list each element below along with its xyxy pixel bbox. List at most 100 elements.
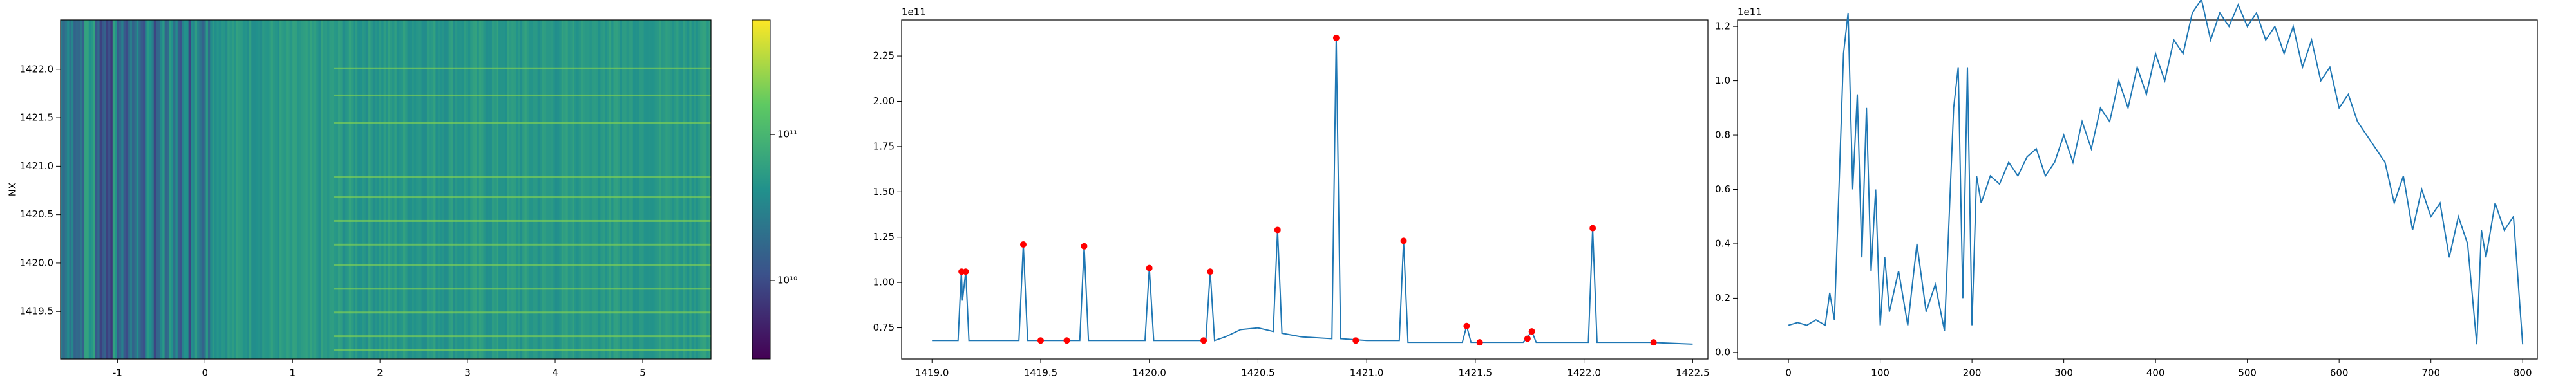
x-tick-label: 1421.5 [1459, 367, 1493, 379]
heatmap-column [576, 20, 580, 359]
heatmap-column [279, 20, 282, 359]
heatmap-column [370, 20, 374, 359]
x-tick-label: 5 [639, 367, 646, 379]
heatmap-column [522, 20, 526, 359]
heatmap-column [253, 20, 256, 359]
colorbar-tick-label: 10¹⁰ [777, 275, 797, 286]
heatmap-column [104, 20, 107, 359]
heatmap-column [533, 20, 536, 359]
heatmap-column [559, 20, 562, 359]
y-tick-label: 0.8 [1715, 129, 1730, 141]
heatmap-column [618, 20, 621, 359]
x-tick-label: 1422.5 [1676, 367, 1710, 379]
heatmap-column [336, 20, 339, 359]
heatmap-column [424, 20, 428, 359]
heatmap-column [570, 20, 573, 359]
y-tick-label: 1.50 [873, 186, 895, 198]
peak-marker [1063, 337, 1070, 344]
heatmap-column [518, 20, 521, 359]
heatmap-column [327, 20, 330, 359]
heatmap-row [334, 335, 711, 338]
heatmap-column [413, 20, 417, 359]
heatmap-column [635, 20, 638, 359]
heatmap-column [305, 20, 308, 359]
heatmap-row [334, 311, 711, 314]
heatmap-column [299, 20, 302, 359]
heatmap-column [422, 20, 426, 359]
heatmap-column [596, 20, 599, 359]
y-tick-label: 2.00 [873, 95, 895, 107]
heatmap-column [256, 20, 258, 359]
heatmap-column [550, 20, 553, 359]
heatmap-column [548, 20, 551, 359]
y-tick-label: 0.2 [1715, 292, 1730, 304]
x-tick-label: 1422.0 [1567, 367, 1601, 379]
heatmap-column [694, 20, 697, 359]
heatmap-column [670, 20, 672, 359]
heatmap-column [700, 20, 703, 359]
heatmap-column [418, 20, 421, 359]
heatmap-column [399, 20, 402, 359]
heatmap-column [355, 20, 358, 359]
heatmap-column [134, 20, 137, 359]
heatmap-column [494, 20, 497, 359]
heatmap-column [511, 20, 515, 359]
heatmap-column [372, 20, 375, 359]
heatmap-column [689, 20, 692, 359]
heatmap-column [84, 20, 87, 359]
heatmap-column [312, 20, 315, 359]
colorbar [752, 20, 770, 359]
heatmap-column [318, 20, 321, 359]
heatmap-column [461, 20, 464, 359]
heatmap-column [556, 20, 560, 359]
heatmap-row [334, 176, 711, 178]
heatmap-column [706, 20, 710, 359]
heatmap-column [629, 20, 632, 359]
heatmap-column [269, 20, 272, 359]
heatmap-column [201, 20, 204, 359]
heatmap-column [342, 20, 345, 359]
heatmap-column [207, 20, 211, 359]
x-tick-label: 800 [2514, 367, 2532, 379]
heatmap-column [491, 20, 495, 359]
heatmap-column [440, 20, 443, 359]
heatmap-column [126, 20, 128, 359]
heatmap-column [173, 20, 176, 359]
colorbar-frame [752, 19, 771, 360]
heatmap-column [88, 20, 91, 359]
y-tick-label: 1420.5 [20, 208, 54, 220]
colorbar-tick-label: 10¹¹ [777, 129, 797, 140]
heatmap-row [334, 264, 711, 266]
heatmap-column [240, 20, 243, 359]
heatmap-column [516, 20, 518, 359]
x-tick-label: 1 [289, 367, 296, 379]
heatmap-column [457, 20, 460, 359]
heatmap-column [431, 20, 434, 359]
heatmap-column [129, 20, 133, 359]
heatmap-row [334, 219, 711, 222]
heatmap-column [468, 20, 471, 359]
heatmap-column [426, 20, 430, 359]
heatmap-column [564, 20, 567, 359]
heatmap-column [388, 20, 391, 359]
heatmap-column [464, 20, 467, 359]
heatmap-column [483, 20, 486, 359]
heatmap-column [472, 20, 475, 359]
heatmap-column [639, 20, 642, 359]
heatmap-row [334, 243, 711, 246]
y-tick-label: 1419.5 [20, 306, 54, 317]
heatmap-column [296, 20, 299, 359]
heatmap-column [553, 20, 556, 359]
peak-marker [1207, 268, 1214, 275]
heatmap-column [292, 20, 296, 359]
heatmap-column [489, 20, 493, 359]
heatmap-column [112, 20, 115, 359]
heatmap-column [212, 20, 215, 359]
heatmap-column [138, 20, 142, 359]
heatmap-column [435, 20, 439, 359]
heatmap-column [156, 20, 159, 359]
heatmap-column [82, 20, 85, 359]
heatmap-column [151, 20, 155, 359]
heatmap-column [366, 20, 369, 359]
heatmap-column [453, 20, 456, 359]
